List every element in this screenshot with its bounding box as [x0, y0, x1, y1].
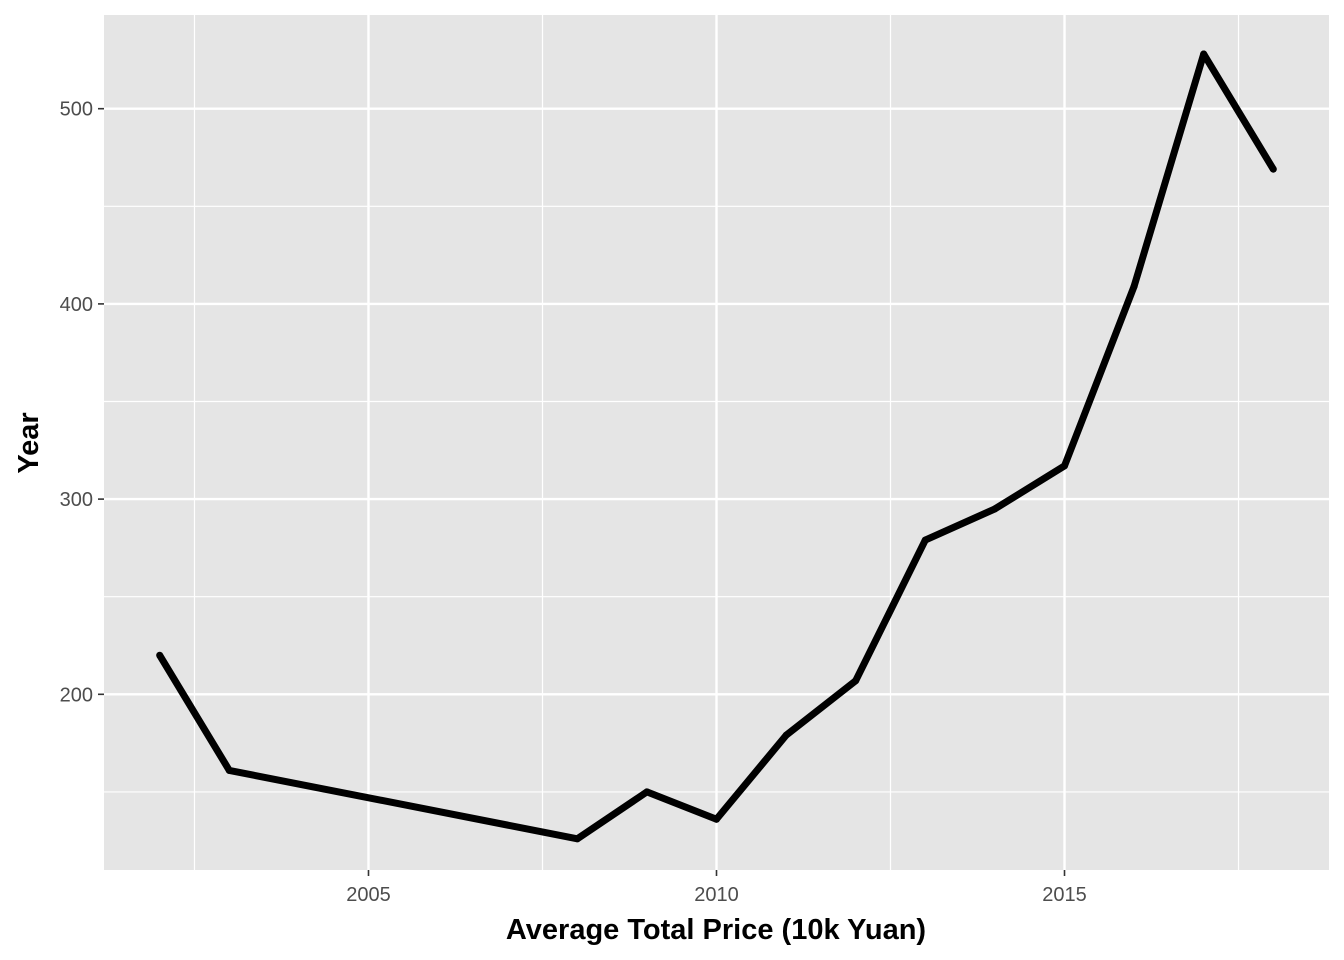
series-layer — [156, 50, 1277, 843]
x-tick-label: 2015 — [1042, 884, 1087, 906]
y-tick-label: 200 — [60, 684, 93, 706]
x-tick-label: 2005 — [346, 884, 391, 906]
data-point — [1061, 462, 1069, 470]
data-point — [156, 651, 164, 659]
x-axis-title: Average Total Price (10k Yuan) — [506, 914, 926, 946]
major-gridlines — [104, 15, 1329, 870]
data-point — [573, 835, 581, 843]
x-tick-label: 2010 — [694, 884, 739, 906]
data-point — [1130, 282, 1138, 290]
data-point — [1200, 50, 1208, 58]
y-axis-ticks: 200 300 400 500 — [60, 99, 104, 706]
data-point — [643, 788, 651, 796]
x-axis-ticks: 2005 2010 2015 — [346, 870, 1087, 906]
data-point — [782, 731, 790, 739]
data-point — [225, 766, 233, 774]
data-point — [991, 505, 999, 513]
y-axis-title: Year — [13, 412, 45, 473]
data-point — [713, 815, 720, 823]
data-point — [852, 677, 860, 685]
data-point — [1269, 165, 1277, 173]
y-tick-label: 300 — [60, 489, 93, 511]
y-tick-label: 400 — [60, 294, 93, 316]
data-point — [921, 536, 929, 544]
y-tick-label: 500 — [60, 99, 93, 121]
